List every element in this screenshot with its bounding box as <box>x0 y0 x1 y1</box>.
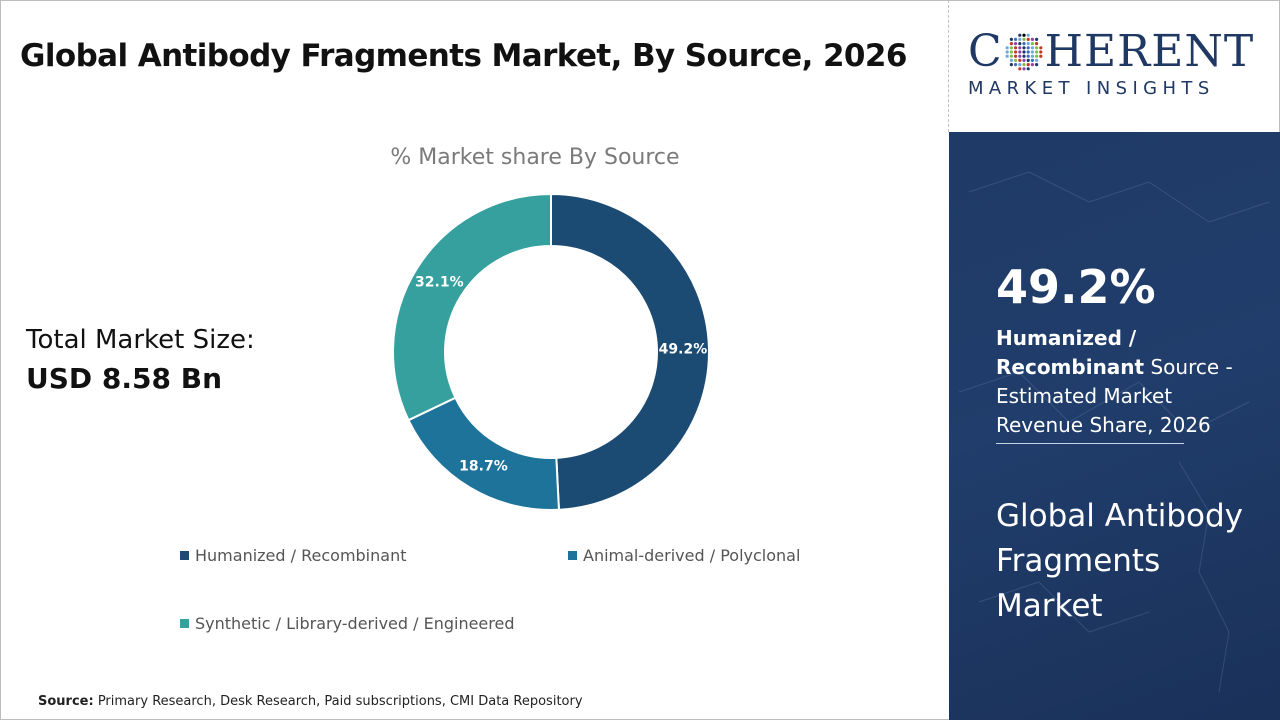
data-label-humanized: 49.2% <box>659 342 708 358</box>
legend-swatch <box>180 551 189 560</box>
logo-letters: HERENT <box>1044 26 1255 77</box>
side-panel: 49.2% Humanized / Recombinant Source - E… <box>949 132 1280 720</box>
highlight-segment: Humanized / Recombinant <box>996 326 1145 379</box>
highlight-caption: Source - Estimated Market Revenue Share,… <box>996 355 1233 437</box>
panel-market-title: Global Antibody Fragments Market <box>996 498 1244 624</box>
logo-letter: C <box>968 26 1003 77</box>
company-logo: C HERENT MARKET INSIGHTS <box>968 30 1268 100</box>
data-label-synthetic: 32.1% <box>415 275 464 291</box>
slice-synthetic <box>392 192 552 422</box>
legend-label: Synthetic / Library-derived / Engineered <box>195 614 515 633</box>
map-texture <box>958 171 1270 693</box>
page-title: Global Antibody Fragments Market, By Sou… <box>20 38 907 74</box>
highlight-description: Humanized / Recombinant Source - Estimat… <box>996 324 1236 440</box>
data-label-animal-derived: 18.7% <box>459 458 508 474</box>
legend-label: Humanized / Recombinant <box>195 546 407 565</box>
source-note: Source: Primary Research, Desk Research,… <box>38 694 583 709</box>
donut-chart: 49.2% 18.7% 32.1% <box>392 192 710 511</box>
chart-title: % Market share By Source <box>390 145 680 170</box>
legend-item-animal-derived: Animal-derived / Polyclonal <box>568 546 800 565</box>
logo-wordmark: C HERENT <box>968 30 1268 74</box>
slice-animal-derived <box>407 396 560 511</box>
legend-label: Animal-derived / Polyclonal <box>583 546 801 565</box>
slice-humanized <box>550 192 710 511</box>
divider-line <box>996 443 1184 444</box>
source-text: Primary Research, Desk Research, Paid su… <box>93 694 583 709</box>
market-size-value: USD 8.58 Bn <box>26 362 222 395</box>
highlight-stat: 49.2% <box>996 260 1156 314</box>
legend-swatch <box>568 551 577 560</box>
market-size-label: Total Market Size: <box>26 325 255 355</box>
legend-item-synthetic: Synthetic / Library-derived / Engineered <box>180 614 515 633</box>
globe-icon <box>1005 33 1043 71</box>
source-label: Source: <box>38 694 94 709</box>
panel-divider <box>948 0 949 132</box>
logo-subtitle: MARKET INSIGHTS <box>968 78 1215 99</box>
legend-swatch <box>180 619 189 628</box>
legend-item-humanized: Humanized / Recombinant <box>180 546 406 565</box>
